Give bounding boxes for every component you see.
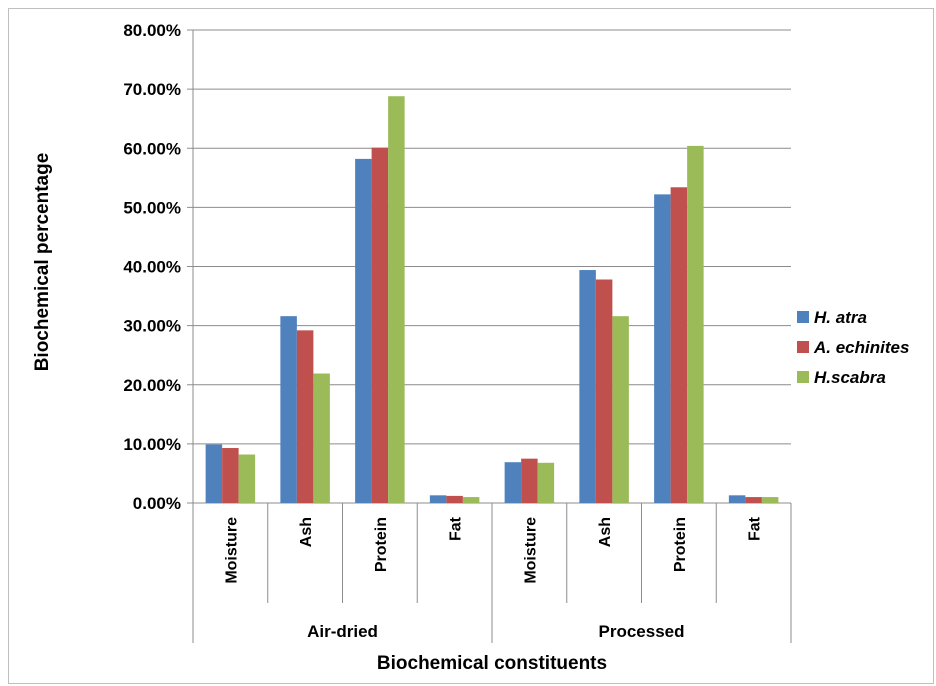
bar-h-scabra — [238, 454, 256, 503]
bar-a-echinites — [670, 187, 688, 503]
labels: 0.00% 10.00% 20.00% 30.00% 40.00% 50.00% 60.00… — [123, 21, 763, 641]
y-tick-label: 40.00% — [123, 258, 181, 277]
bar-h-scabra — [687, 145, 704, 503]
y-axis-title: Biochemical percentage — [32, 153, 53, 372]
x-tick-label: Moisture — [223, 517, 240, 584]
bar-h-atra — [579, 270, 596, 503]
bar-a-echinites — [521, 458, 538, 503]
bar-h-scabra — [761, 497, 779, 503]
legend-label: A. echinites — [813, 338, 909, 357]
bar-h-atra — [728, 495, 746, 503]
y-tick-label: 30.00% — [123, 317, 181, 336]
bar-a-echinites — [371, 147, 389, 503]
bars — [205, 96, 779, 503]
bar-h-scabra — [612, 316, 629, 503]
y-tick-label: 20.00% — [123, 376, 181, 395]
x-group-label: Air-dried — [307, 622, 378, 641]
bar-h-atra — [504, 462, 522, 503]
y-tick-label: 50.00% — [123, 198, 181, 217]
y-tick-label: 70.00% — [123, 80, 181, 99]
legend: H. atra A. echinites H.scabra — [797, 308, 909, 387]
bar-a-echinites — [446, 495, 463, 503]
legend-label: H.scabra — [814, 368, 886, 387]
bar-h-scabra — [537, 462, 555, 503]
x-tick-label: Fat — [747, 516, 764, 541]
x-tick-label: Fat — [448, 516, 465, 541]
bar-h-scabra — [313, 373, 330, 503]
x-tick-label: Ash — [597, 517, 614, 547]
y-tick-label: 60.00% — [123, 139, 181, 158]
x-axis-title: Biochemical constituents — [377, 653, 607, 674]
bar-h-atra — [355, 158, 372, 503]
chart-frame — [8, 8, 934, 684]
bar-a-echinites — [296, 330, 314, 503]
y-tick-label: 10.00% — [123, 435, 181, 454]
legend-label: H. atra — [814, 308, 867, 327]
x-tick-label: Protein — [373, 517, 390, 572]
x-tick-label: Moisture — [522, 517, 539, 584]
bar-h-scabra — [388, 96, 405, 503]
bar-h-atra — [654, 194, 671, 503]
x-tick-label: Ash — [298, 517, 315, 547]
bar-h-atra — [429, 495, 447, 503]
bar-h-atra — [280, 316, 297, 503]
bar-a-echinites — [595, 279, 613, 503]
bar-h-scabra — [462, 497, 480, 503]
bar-a-echinites — [222, 448, 239, 503]
legend-swatch — [797, 341, 809, 353]
y-tick-label: 80.00% — [123, 21, 181, 40]
legend-swatch — [797, 311, 809, 323]
y-tick-label: 0.00% — [133, 494, 181, 513]
bar-a-echinites — [745, 497, 762, 503]
x-group-label: Processed — [599, 622, 685, 641]
x-tick-label: Protein — [672, 517, 689, 572]
legend-swatch — [797, 371, 809, 383]
bar-h-atra — [205, 444, 223, 503]
